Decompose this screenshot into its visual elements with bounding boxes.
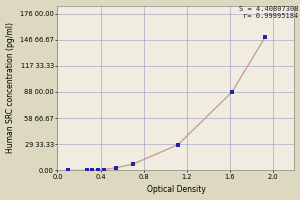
Point — [176, 143, 181, 146]
Point — [113, 166, 118, 169]
Point — [263, 35, 268, 38]
Point — [66, 169, 70, 172]
X-axis label: Optical Density: Optical Density — [146, 185, 206, 194]
Point — [230, 90, 234, 94]
Text: S = 4.40807308
r= 0.99995184: S = 4.40807308 r= 0.99995184 — [239, 6, 298, 19]
Point — [84, 169, 89, 172]
Point — [96, 168, 101, 171]
Point — [89, 169, 94, 172]
Y-axis label: Human SRC concentration (pg/ml): Human SRC concentration (pg/ml) — [6, 22, 15, 153]
Point — [101, 168, 106, 171]
Point — [130, 163, 135, 166]
